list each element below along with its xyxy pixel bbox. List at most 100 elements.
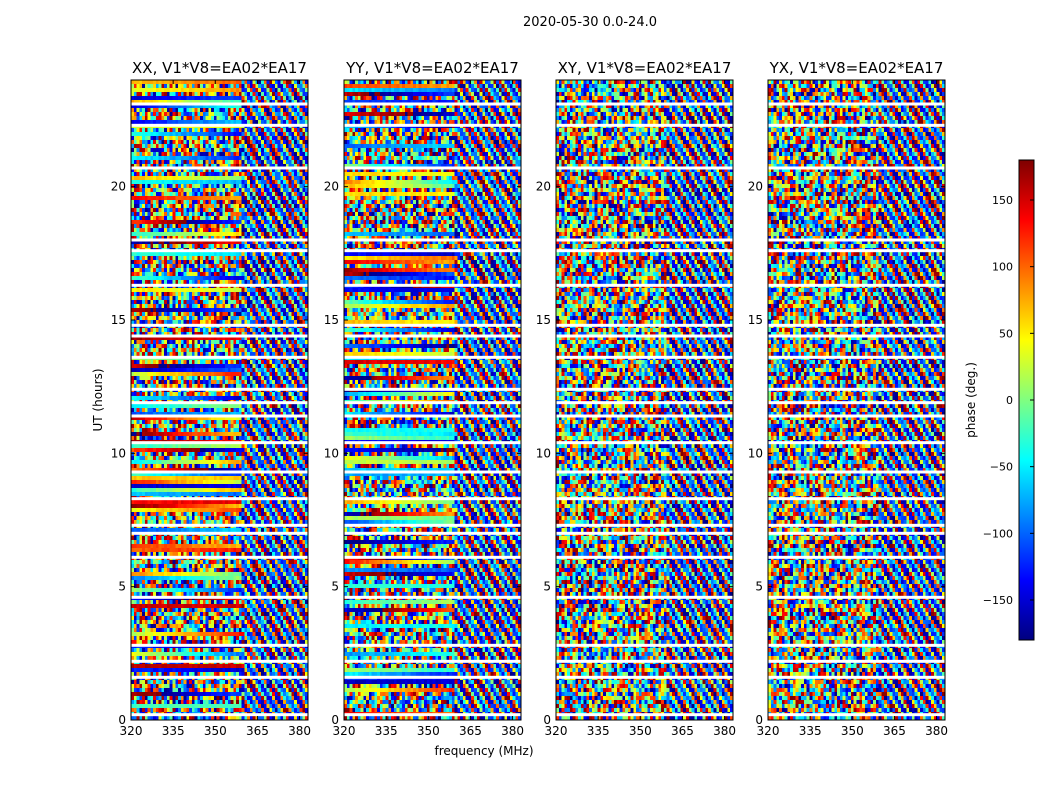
data-gap xyxy=(768,531,945,535)
y-tick-label: 15 xyxy=(536,313,551,327)
data-gap xyxy=(131,249,308,253)
data-gap xyxy=(131,102,308,106)
data-gap xyxy=(556,355,733,359)
data-gap xyxy=(768,323,945,327)
data-gap xyxy=(344,523,521,527)
colorbar: 150 100 50 0 −50 −100 −150 phase (deg.) xyxy=(964,159,1035,641)
plot-frame xyxy=(130,79,309,721)
data-gap xyxy=(344,470,521,474)
x-tick-label: 335 xyxy=(162,724,185,738)
data-gap xyxy=(768,659,945,663)
data-gap xyxy=(131,531,308,535)
data-gap xyxy=(768,123,945,127)
panels: XX, V1*V8=EA02*EA17 320 335 350 365 380 0 5 10 15… xyxy=(111,59,948,738)
data-gap xyxy=(556,123,733,127)
data-gap xyxy=(344,238,521,242)
phase-heatmap xyxy=(131,80,308,720)
y-tick-label: 0 xyxy=(331,713,339,727)
x-tick-label: 335 xyxy=(799,724,822,738)
data-gap xyxy=(768,497,945,501)
data-gap xyxy=(344,531,521,535)
data-gap xyxy=(556,414,733,418)
colorbar-tick-label: −150 xyxy=(983,594,1013,607)
data-gap xyxy=(131,497,308,501)
y-tick-label: 5 xyxy=(331,580,339,594)
panel-xy: XY, V1*V8=EA02*EA17 320 335 350 365 380 0 5 10 15… xyxy=(536,59,736,738)
data-gap xyxy=(556,283,733,287)
data-gap xyxy=(556,643,733,647)
data-gap xyxy=(556,595,733,599)
x-tick-label: 380 xyxy=(501,724,524,738)
data-gap xyxy=(344,123,521,127)
data-gap xyxy=(344,659,521,663)
y-tick-label: 20 xyxy=(111,180,126,194)
data-gap xyxy=(768,102,945,106)
data-gap xyxy=(344,414,521,418)
data-gap xyxy=(131,387,308,391)
data-gap xyxy=(131,659,308,663)
data-gap xyxy=(556,659,733,663)
data-gap xyxy=(556,166,733,170)
data-gap xyxy=(131,238,308,242)
data-gap xyxy=(344,323,521,327)
data-gap xyxy=(131,414,308,418)
x-tick-label: 335 xyxy=(375,724,398,738)
panel-yy: YY, V1*V8=EA02*EA17 320 335 350 365 380 0 5 10 15… xyxy=(324,59,524,738)
x-tick-label: 350 xyxy=(204,724,227,738)
y-tick-label: 0 xyxy=(755,713,763,727)
x-axis-label: frequency (MHz) xyxy=(434,744,533,758)
phase-heatmap xyxy=(768,80,945,720)
y-axis-label: UT (hours) xyxy=(91,368,105,431)
phase-heatmap xyxy=(344,80,521,720)
data-gap xyxy=(768,238,945,242)
colorbar-tick-label: 150 xyxy=(992,194,1013,207)
data-gap xyxy=(344,166,521,170)
phase-heatmap xyxy=(556,80,733,720)
data-gap xyxy=(131,595,308,599)
data-gap xyxy=(768,355,945,359)
data-gap xyxy=(768,283,945,287)
x-tick-label: 350 xyxy=(417,724,440,738)
data-gap xyxy=(131,283,308,287)
data-gap xyxy=(344,249,521,253)
x-tick-label: 350 xyxy=(841,724,864,738)
y-tick-label: 10 xyxy=(748,446,763,460)
data-gap xyxy=(556,497,733,501)
y-tick-label: 20 xyxy=(324,180,339,194)
data-gap xyxy=(131,523,308,527)
x-tick-label: 320 xyxy=(120,724,143,738)
figure-title: 2020-05-30 0.0-24.0 xyxy=(523,15,657,30)
data-gap xyxy=(768,713,945,717)
data-gap xyxy=(131,470,308,474)
data-gap xyxy=(556,531,733,535)
data-gap xyxy=(131,166,308,170)
data-gap xyxy=(768,675,945,679)
x-tick-label: 380 xyxy=(288,724,311,738)
data-gap xyxy=(556,441,733,445)
data-gap xyxy=(768,249,945,253)
colorbar-ticks: 150 100 50 0 −50 −100 −150 xyxy=(983,194,1034,607)
data-gap xyxy=(556,323,733,327)
y-tick-label: 15 xyxy=(748,313,763,327)
data-gap xyxy=(556,523,733,527)
data-gap xyxy=(131,555,308,559)
y-tick-label: 15 xyxy=(324,313,339,327)
panel-title: XY, V1*V8=EA02*EA17 xyxy=(558,59,732,77)
data-gap xyxy=(344,334,521,338)
data-gap xyxy=(131,355,308,359)
x-tick-label: 365 xyxy=(883,724,906,738)
colorbar-tick-label: 50 xyxy=(999,327,1013,340)
y-tick-label: 5 xyxy=(543,580,551,594)
data-gap xyxy=(131,401,308,405)
data-gap xyxy=(131,334,308,338)
y-tick-label: 10 xyxy=(536,446,551,460)
colorbar-tick-label: 100 xyxy=(992,261,1013,274)
panel-title: XX, V1*V8=EA02*EA17 xyxy=(132,59,307,77)
data-gap xyxy=(344,643,521,647)
colorbar-tick-label: 0 xyxy=(1006,394,1013,407)
data-gap xyxy=(556,555,733,559)
data-gap xyxy=(556,713,733,717)
y-tick-label: 0 xyxy=(118,713,126,727)
plot-frame xyxy=(343,79,522,721)
y-tick-label: 20 xyxy=(536,180,551,194)
